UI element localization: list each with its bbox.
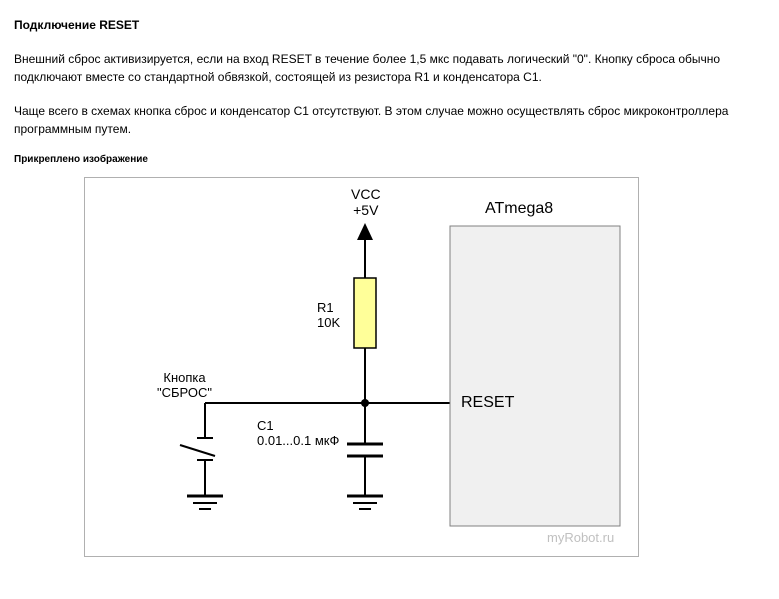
label-reset: RESET (461, 394, 514, 412)
attachment-label: Прикреплено изображение (14, 154, 765, 165)
arrow-vcc (357, 223, 373, 240)
paragraph-2: Чаще всего в схемах кнопка сброс и конде… (14, 102, 765, 138)
button-arm (180, 445, 215, 456)
paragraph-1: Внешний сброс активизируется, если на вх… (14, 50, 765, 86)
circuit-diagram: VCC +5V ATmega8 R1 10K Кнопка "СБРОС" C1… (84, 177, 639, 557)
schematic-svg (85, 178, 640, 558)
label-r1: R1 10K (317, 300, 340, 330)
label-c1: C1 0.01...0.1 мкФ (257, 418, 339, 448)
watermark: myRobot.ru (547, 530, 614, 545)
section-heading: Подключение RESET (14, 18, 765, 32)
label-vcc: VCC +5V (351, 186, 381, 218)
label-chip: ATmega8 (485, 200, 553, 218)
resistor-r1 (354, 278, 376, 348)
label-button: Кнопка "СБРОС" (157, 370, 212, 400)
chip-body (450, 226, 620, 526)
